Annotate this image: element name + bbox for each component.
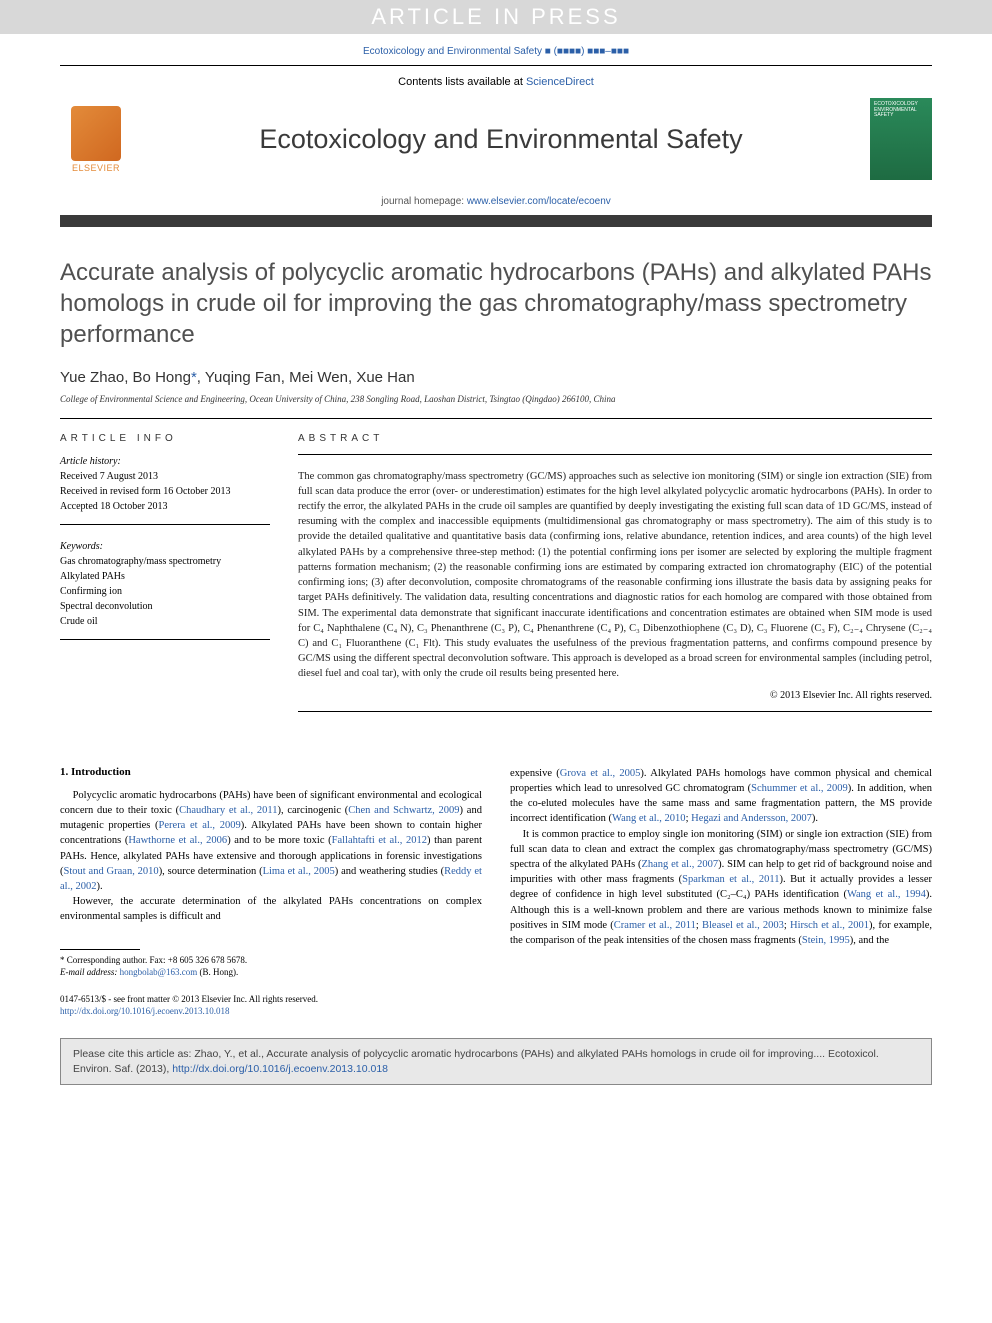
ref-link[interactable]: Chen and Schwartz, 2009 [348, 805, 459, 816]
email-name: (B. Hong). [197, 967, 238, 977]
history-label: Article history: [60, 454, 270, 469]
ref-link[interactable]: Sparkman et al., 2011 [682, 874, 779, 885]
revised-date: Received in revised form 16 October 2013 [60, 484, 270, 499]
keywords-label: Keywords: [60, 539, 270, 554]
abstract-label: ABSTRACT [298, 433, 932, 444]
citation-header: Ecotoxicology and Environmental Safety ■… [0, 34, 992, 65]
corresponding-author-footnote: * Corresponding author. Fax: +8 605 326 … [60, 954, 482, 967]
affiliation: College of Environmental Science and Eng… [60, 394, 932, 404]
doi-link[interactable]: http://dx.doi.org/10.1016/j.ecoenv.2013.… [60, 1006, 230, 1016]
ref-link[interactable]: Perera et al., 2009 [159, 820, 241, 831]
article-in-press-watermark: ARTICLE IN PRESS [0, 0, 992, 34]
article-info-column: ARTICLE INFO Article history: Received 7… [60, 433, 270, 726]
contents-list-line: Contents lists available at ScienceDirec… [60, 66, 932, 94]
abstract-divider [298, 454, 932, 455]
homepage-label: journal homepage: [381, 196, 467, 207]
email-label: E-mail address: [60, 967, 120, 977]
intro-p3: expensive (Grova et al., 2005). Alkylate… [510, 766, 932, 827]
header-divider [60, 215, 932, 227]
sciencedirect-link[interactable]: ScienceDirect [526, 76, 594, 88]
footer-info: 0147-6513/$ - see front matter © 2013 El… [60, 993, 482, 1018]
ref-link[interactable]: Cramer et al., 2011 [614, 920, 696, 931]
ref-link[interactable]: Hegazi and Andersson, 2007 [691, 813, 812, 824]
article-info-label: ARTICLE INFO [60, 433, 270, 444]
ref-link[interactable]: Hirsch et al., 2001 [790, 920, 869, 931]
section-heading-intro: 1. Introduction [60, 766, 482, 778]
keyword: Gas chromatography/mass spectrometry [60, 554, 270, 569]
email-footnote: E-mail address: hongbolab@163.com (B. Ho… [60, 966, 482, 979]
homepage-line: journal homepage: www.elsevier.com/locat… [60, 190, 932, 215]
elsevier-text: ELSEVIER [72, 163, 120, 173]
ref-link[interactable]: Chaudhary et al., 2011 [179, 805, 277, 816]
intro-p1: Polycyclic aromatic hydrocarbons (PAHs) … [60, 788, 482, 895]
ref-link[interactable]: Lima et al., 2005 [263, 866, 335, 877]
keyword: Crude oil [60, 614, 270, 629]
journal-name: Ecotoxicology and Environmental Safety [259, 124, 742, 155]
ref-link[interactable]: Wang et al., 2010 [612, 813, 686, 824]
ref-link[interactable]: Grova et al., 2005 [560, 768, 641, 779]
divider-line [60, 418, 932, 419]
citation-doi-link[interactable]: http://dx.doi.org/10.1016/j.ecoenv.2013.… [172, 1063, 388, 1075]
cover-text: ECOTOXICOLOGY ENVIRONMENTAL SAFETY [874, 102, 928, 119]
accepted-date: Accepted 18 October 2013 [60, 499, 270, 514]
ref-link[interactable]: Stein, 1995 [802, 935, 850, 946]
citation-box: Please cite this article as: Zhao, Y., e… [60, 1038, 932, 1085]
journal-cover-thumbnail: ECOTOXICOLOGY ENVIRONMENTAL SAFETY [870, 98, 932, 180]
authors-part2: , Yuqing Fan, Mei Wen, Xue Han [197, 369, 415, 386]
authors-list: Yue Zhao, Bo Hong*, Yuqing Fan, Mei Wen,… [60, 369, 932, 386]
elsevier-tree-icon [71, 106, 121, 161]
footnote-separator [60, 949, 140, 950]
ref-link[interactable]: Zhang et al., 2007 [641, 859, 718, 870]
homepage-link[interactable]: www.elsevier.com/locate/ecoenv [467, 196, 611, 207]
copyright-line: © 2013 Elsevier Inc. All rights reserved… [298, 690, 932, 701]
authors-part1: Yue Zhao, Bo Hong [60, 369, 191, 386]
abstract-text: The common gas chromatography/mass spect… [298, 469, 932, 682]
issn-line: 0147-6513/$ - see front matter © 2013 El… [60, 993, 482, 1006]
elsevier-logo: ELSEVIER [60, 99, 132, 179]
abstract-end-divider [298, 711, 932, 712]
ref-link[interactable]: Hawthorne et al., 2006 [128, 835, 227, 846]
keyword: Alkylated PAHs [60, 569, 270, 584]
left-column: 1. Introduction Polycyclic aromatic hydr… [60, 766, 482, 1018]
ref-link[interactable]: Wang et al., 1994 [847, 889, 926, 900]
keyword: Confirming ion [60, 584, 270, 599]
journal-header: Contents lists available at ScienceDirec… [60, 65, 932, 215]
ref-link[interactable]: Fallahtafti et al., 2012 [332, 835, 427, 846]
intro-p2: However, the accurate determination of t… [60, 894, 482, 924]
received-date: Received 7 August 2013 [60, 469, 270, 484]
ref-link[interactable]: Bleasel et al., 2003 [702, 920, 784, 931]
body-columns: 1. Introduction Polycyclic aromatic hydr… [60, 766, 932, 1018]
email-link[interactable]: hongbolab@163.com [120, 967, 198, 977]
ref-link[interactable]: Stout and Graan, 2010 [64, 866, 159, 877]
contents-text: Contents lists available at [398, 76, 526, 88]
intro-p4: It is common practice to employ single i… [510, 827, 932, 949]
abstract-column: ABSTRACT The common gas chromatography/m… [298, 433, 932, 726]
keywords-block: Keywords: Gas chromatography/mass spectr… [60, 539, 270, 640]
ref-link[interactable]: Schummer et al., 2009 [751, 783, 848, 794]
article-title: Accurate analysis of polycyclic aromatic… [60, 257, 932, 351]
article-history: Article history: Received 7 August 2013 … [60, 454, 270, 525]
keyword: Spectral deconvolution [60, 599, 270, 614]
right-column: expensive (Grova et al., 2005). Alkylate… [510, 766, 932, 1018]
